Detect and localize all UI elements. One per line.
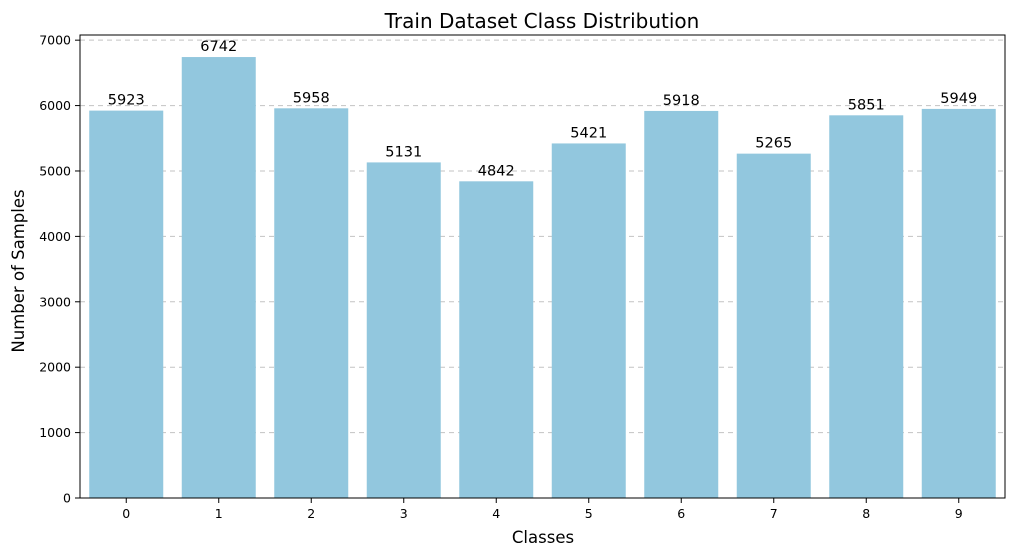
bar-2: [274, 108, 349, 498]
data-label-7: 5265: [755, 136, 792, 152]
bar-1: [181, 57, 256, 499]
data-label-1: 6742: [200, 39, 237, 55]
data-label-2: 5958: [293, 90, 330, 106]
data-label-9: 5949: [940, 91, 977, 107]
data-label-6: 5918: [663, 93, 700, 109]
bar-0: [89, 110, 164, 499]
bar-9: [921, 108, 996, 498]
x-tick-label: 6: [677, 506, 685, 521]
x-axis-label: Classes: [512, 528, 574, 547]
y-tick-label: 1000: [39, 425, 71, 440]
data-label-8: 5851: [848, 97, 885, 113]
y-tick-label: 5000: [39, 163, 71, 178]
bar-4: [459, 181, 534, 498]
x-tick-label: 5: [585, 506, 593, 521]
bar-7: [736, 153, 811, 498]
x-tick-label: 1: [215, 506, 223, 521]
data-label-5: 5421: [570, 125, 607, 141]
x-tick-label: 9: [955, 506, 963, 521]
x-tick-label: 8: [862, 506, 870, 521]
plot-frame: [79, 34, 1006, 499]
bars: [89, 57, 996, 499]
chart-title: Train Dataset Class Distribution: [384, 9, 700, 33]
y-tick-label: 7000: [39, 33, 71, 48]
x-tick-label: 0: [122, 506, 130, 521]
data-label-3: 5131: [385, 144, 422, 160]
y-tick-label: 0: [63, 491, 71, 506]
bar-6: [644, 110, 719, 498]
bar-8: [829, 115, 904, 499]
x-tick-label: 4: [492, 506, 500, 521]
bar-5: [551, 143, 626, 498]
data-label-0: 5923: [108, 93, 145, 109]
data-label-4: 4842: [478, 163, 515, 179]
y-tick-label: 2000: [39, 360, 71, 375]
axes: 0 1000 2000 3000 4000 5000 6000 7000 0 1 2 3 4 5 6 7 8 9: [39, 33, 1006, 521]
bar-3: [366, 162, 441, 498]
y-axis-label: Number of Samples: [9, 189, 28, 352]
x-tick-label: 2: [307, 506, 315, 521]
y-tick-label: 6000: [39, 98, 71, 113]
data-labels: 5923 6742 5958 5131 4842 5421 5918 5265 5851 5949: [108, 39, 977, 179]
y-tick-label: 3000: [39, 294, 71, 309]
x-tick-label: 3: [400, 506, 408, 521]
x-tick-label: 7: [770, 506, 778, 521]
y-tick-label: 4000: [39, 229, 71, 244]
